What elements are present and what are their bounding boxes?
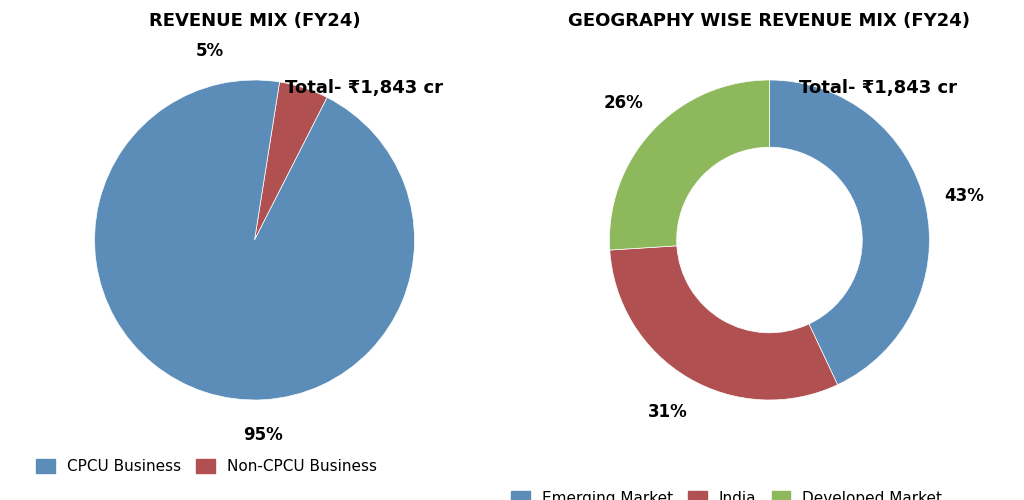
Legend: Emerging Market, India, Developed Market: Emerging Market, India, Developed Market xyxy=(505,485,948,500)
Text: 5%: 5% xyxy=(196,42,224,60)
Text: 31%: 31% xyxy=(648,403,687,421)
Title: GEOGRAPHY WISE REVENUE MIX (FY24): GEOGRAPHY WISE REVENUE MIX (FY24) xyxy=(568,12,971,30)
Text: 43%: 43% xyxy=(945,188,985,206)
Wedge shape xyxy=(255,82,328,240)
Wedge shape xyxy=(609,246,838,400)
Wedge shape xyxy=(94,80,415,400)
Text: 95%: 95% xyxy=(243,426,283,444)
Text: Total- ₹1,843 cr: Total- ₹1,843 cr xyxy=(285,79,442,97)
Title: REVENUE MIX (FY24): REVENUE MIX (FY24) xyxy=(148,12,360,30)
Legend: CPCU Business, Non-CPCU Business: CPCU Business, Non-CPCU Business xyxy=(30,453,383,480)
Text: 26%: 26% xyxy=(604,94,643,112)
Wedge shape xyxy=(769,80,930,385)
Text: Total- ₹1,843 cr: Total- ₹1,843 cr xyxy=(800,79,957,97)
Wedge shape xyxy=(609,80,769,250)
